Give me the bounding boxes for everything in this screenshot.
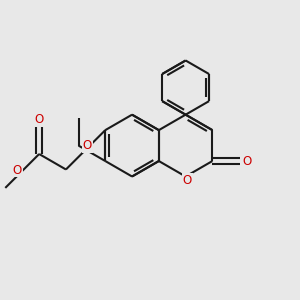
Text: O: O <box>82 139 92 152</box>
Text: O: O <box>242 154 252 167</box>
Text: O: O <box>34 113 44 126</box>
Text: O: O <box>13 164 22 177</box>
Text: O: O <box>182 174 192 187</box>
